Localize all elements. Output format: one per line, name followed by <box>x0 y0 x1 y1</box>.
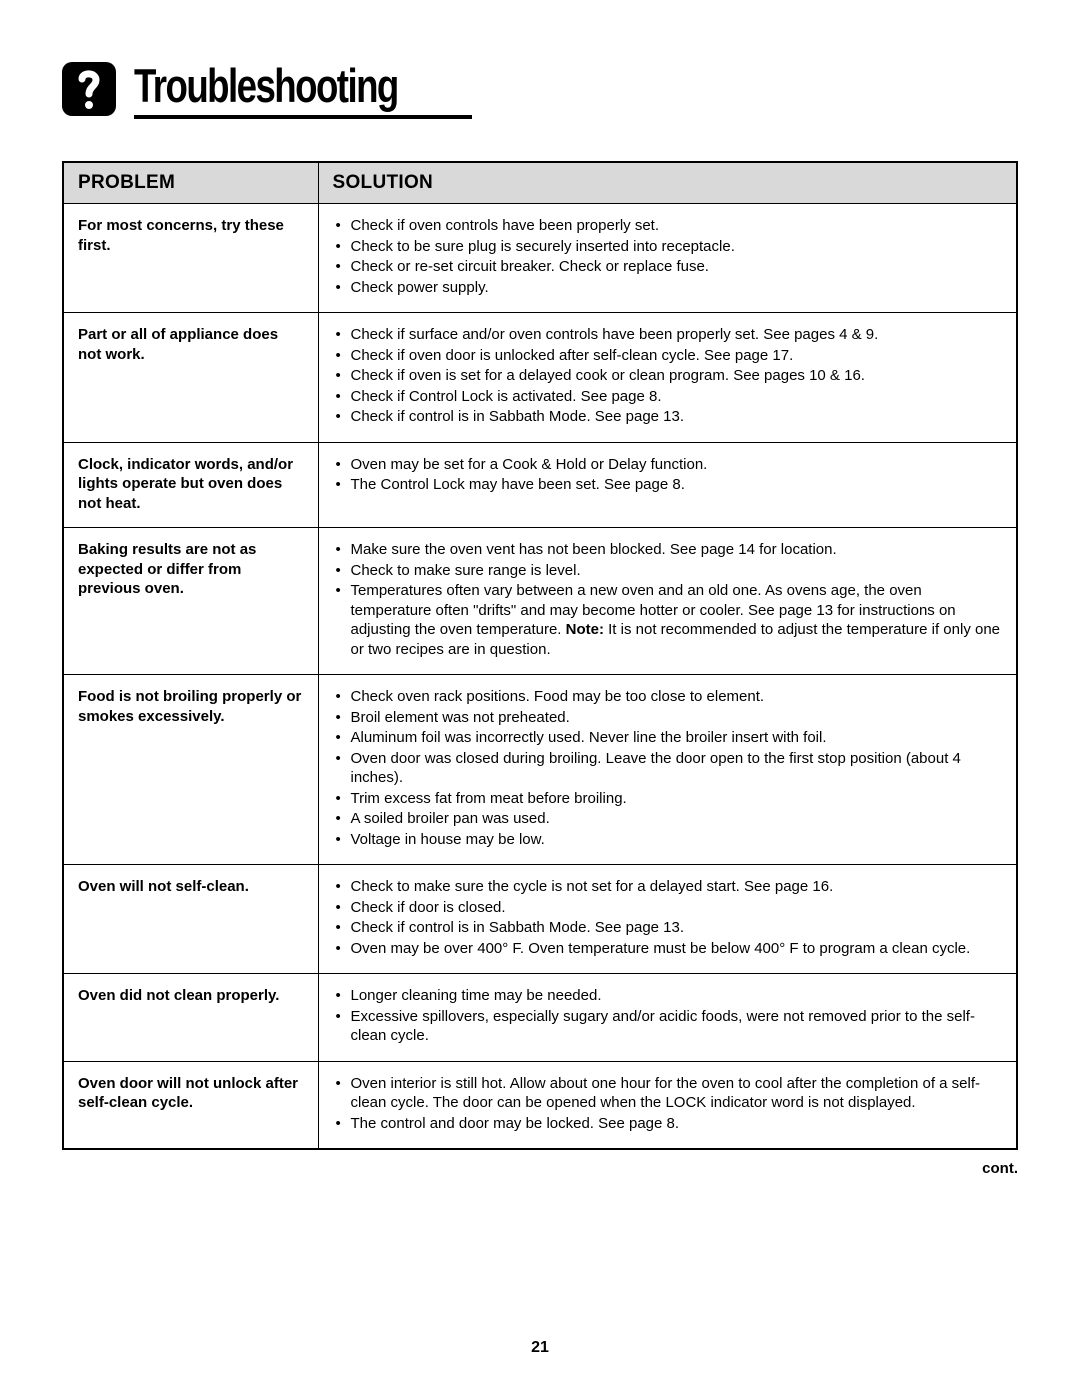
solution-item: Check if control is in Sabbath Mode. See… <box>333 918 1003 938</box>
table-row: Part or all of appliance does not work. C… <box>63 313 1017 443</box>
table-row: For most concerns, try these first. Check… <box>63 204 1017 313</box>
solution-list: Oven may be set for a Cook & Hold or Del… <box>333 455 1003 495</box>
solution-cell: Check oven rack positions. Food may be t… <box>318 675 1017 865</box>
table-row: Baking results are not as expected or di… <box>63 528 1017 675</box>
solution-item: Longer cleaning time may be needed. <box>333 986 1003 1006</box>
solution-list: Longer cleaning time may be needed.Exces… <box>333 986 1003 1046</box>
solution-item: Check if oven is set for a delayed cook … <box>333 366 1003 386</box>
solution-cell: Oven interior is still hot. Allow about … <box>318 1061 1017 1149</box>
solution-item: The Control Lock may have been set. See … <box>333 475 1003 495</box>
solution-item: Oven door was closed during broiling. Le… <box>333 749 1003 788</box>
page-header: Troubleshooting <box>62 58 1018 119</box>
solution-item: Make sure the oven vent has not been blo… <box>333 540 1003 560</box>
solution-item: Excessive spillovers, especially sugary … <box>333 1007 1003 1046</box>
solution-cell: Longer cleaning time may be needed.Exces… <box>318 974 1017 1062</box>
problem-cell: For most concerns, try these first. <box>63 204 318 313</box>
question-mark-icon <box>62 62 116 116</box>
solution-item: The control and door may be locked. See … <box>333 1114 1003 1134</box>
solution-item: Check if oven controls have been properl… <box>333 216 1003 236</box>
solution-item: Broil element was not preheated. <box>333 708 1003 728</box>
table-row: Oven did not clean properly.Longer clean… <box>63 974 1017 1062</box>
solution-list: Check oven rack positions. Food may be t… <box>333 687 1003 849</box>
table-row: Oven will not self-clean. Check to make s… <box>63 865 1017 974</box>
problem-cell: Clock, indicator words, and/or lights op… <box>63 442 318 528</box>
solution-item: Check if surface and/or oven controls ha… <box>333 325 1003 345</box>
problem-cell: Oven will not self-clean. <box>63 865 318 974</box>
solution-item: Oven interior is still hot. Allow about … <box>333 1074 1003 1113</box>
solution-item: Temperatures often vary between a new ov… <box>333 581 1003 659</box>
table-row: Clock, indicator words, and/or lights op… <box>63 442 1017 528</box>
table-row: Food is not broiling properly or smokes … <box>63 675 1017 865</box>
solution-item: Check power supply. <box>333 278 1003 298</box>
solution-cell: Check to make sure the cycle is not set … <box>318 865 1017 974</box>
page-title: Troubleshooting <box>134 58 398 113</box>
problem-cell: Food is not broiling properly or smokes … <box>63 675 318 865</box>
solution-item: Check to make sure range is level. <box>333 561 1003 581</box>
problem-cell: Oven door will not unlock after self-cle… <box>63 1061 318 1149</box>
solution-item: Check to be sure plug is securely insert… <box>333 237 1003 257</box>
title-underline: Troubleshooting <box>134 58 472 119</box>
solution-item: Oven may be over 400° F. Oven temperatur… <box>333 939 1003 959</box>
continued-label: cont. <box>62 1160 1018 1177</box>
solution-item: Check or re-set circuit breaker. Check o… <box>333 257 1003 277</box>
problem-cell: Part or all of appliance does not work. <box>63 313 318 443</box>
solution-item: Check to make sure the cycle is not set … <box>333 877 1003 897</box>
solution-list: Make sure the oven vent has not been blo… <box>333 540 1003 659</box>
solution-item: A soiled broiler pan was used. <box>333 809 1003 829</box>
solution-cell: Oven may be set for a Cook & Hold or Del… <box>318 442 1017 528</box>
problem-cell: Oven did not clean properly. <box>63 974 318 1062</box>
solution-list: Check to make sure the cycle is not set … <box>333 877 1003 958</box>
solution-item: Check if door is closed. <box>333 898 1003 918</box>
solution-item: Trim excess fat from meat before broilin… <box>333 789 1003 809</box>
solution-item: Check if Control Lock is activated. See … <box>333 387 1003 407</box>
column-header-solution: SOLUTION <box>318 162 1017 204</box>
problem-cell: Baking results are not as expected or di… <box>63 528 318 675</box>
solution-item: Aluminum foil was incorrectly used. Neve… <box>333 728 1003 748</box>
solution-list: Check if oven controls have been properl… <box>333 216 1003 297</box>
solution-item: Check if control is in Sabbath Mode. See… <box>333 407 1003 427</box>
solution-item: Check oven rack positions. Food may be t… <box>333 687 1003 707</box>
solution-list: Oven interior is still hot. Allow about … <box>333 1074 1003 1134</box>
solution-cell: Make sure the oven vent has not been blo… <box>318 528 1017 675</box>
page-number: 21 <box>0 1339 1080 1357</box>
solution-item: Oven may be set for a Cook & Hold or Del… <box>333 455 1003 475</box>
solution-cell: Check if oven controls have been properl… <box>318 204 1017 313</box>
solution-cell: Check if surface and/or oven controls ha… <box>318 313 1017 443</box>
solution-list: Check if surface and/or oven controls ha… <box>333 325 1003 427</box>
column-header-problem: PROBLEM <box>63 162 318 204</box>
table-row: Oven door will not unlock after self-cle… <box>63 1061 1017 1149</box>
troubleshooting-table: PROBLEM SOLUTION For most concerns, try … <box>62 161 1018 1150</box>
solution-item: Voltage in house may be low. <box>333 830 1003 850</box>
solution-item: Check if oven door is unlocked after sel… <box>333 346 1003 366</box>
